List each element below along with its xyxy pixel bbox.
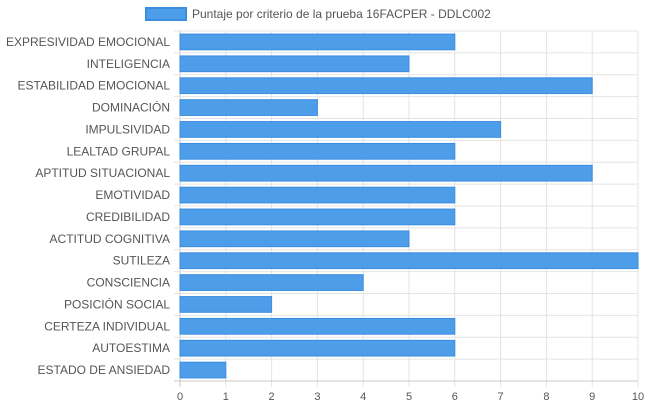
category-label: ESTADO DE ANSIEDAD: [38, 363, 171, 377]
category-labels: EXPRESIVIDAD EMOCIONAL INTELIGENCIA ESTABI…: [6, 35, 170, 377]
bar[interactable]: [179, 230, 410, 248]
x-tick-label: 6: [452, 391, 458, 403]
bar[interactable]: [179, 55, 410, 73]
bar[interactable]: [179, 252, 639, 270]
legend[interactable]: Puntaje por criterio de la prueba 16FACP…: [145, 7, 491, 21]
category-label: CREDIBILIDAD: [86, 210, 170, 224]
bar[interactable]: [179, 33, 456, 51]
x-tick-label: 10: [632, 391, 644, 403]
category-label: INTELIGENCIA: [87, 57, 170, 71]
x-tick-label: 5: [406, 391, 412, 403]
x-tick-label: 3: [314, 391, 320, 403]
bar[interactable]: [179, 317, 456, 335]
category-label: CERTEZA INDIVIDUAL: [44, 319, 170, 333]
bar[interactable]: [179, 186, 456, 204]
x-tick-label: 8: [543, 391, 549, 403]
legend-label: Puntaje por criterio de la prueba 16FACP…: [192, 7, 491, 21]
x-tick-label: 2: [269, 391, 275, 403]
bar[interactable]: [179, 296, 273, 313]
category-label: ESTABILIDAD EMOCIONAL: [18, 79, 171, 93]
bar[interactable]: [179, 361, 227, 379]
bar[interactable]: [179, 121, 502, 138]
bar[interactable]: [179, 77, 593, 95]
category-label: SUTILEZA: [113, 254, 170, 268]
bar[interactable]: [179, 99, 318, 116]
x-tick-label: 4: [360, 391, 366, 403]
chart-bars: [179, 33, 639, 379]
category-label: DOMINACIÓN: [92, 100, 170, 115]
category-label: IMPULSIVIDAD: [85, 122, 170, 136]
category-label: EMOTIVIDAD: [95, 188, 170, 202]
x-tick-label: 1: [223, 391, 229, 403]
x-tick-label: 9: [589, 391, 595, 403]
bar[interactable]: [179, 339, 456, 357]
bar[interactable]: [179, 274, 364, 291]
category-label: CONSCIENCIA: [87, 276, 170, 290]
x-tick-label: 7: [498, 391, 504, 403]
bar[interactable]: [179, 208, 456, 226]
category-label: ACTITUD COGNITIVA: [50, 232, 170, 246]
bar[interactable]: [179, 164, 593, 182]
x-axis-tick-labels: 0 1 2 3 4 5 6 7 8 9 10: [177, 391, 644, 403]
category-label: AUTOESTIMA: [92, 341, 170, 355]
legend-swatch: [145, 7, 187, 21]
category-label: APTITUD SITUACIONAL: [35, 166, 170, 180]
x-tick-label: 0: [177, 391, 183, 403]
category-label: EXPRESIVIDAD EMOCIONAL: [6, 35, 170, 49]
bar[interactable]: [179, 142, 456, 160]
category-label: LEALTAD GRUPAL: [67, 144, 171, 158]
category-label: POSICIÓN SOCIAL: [64, 296, 170, 311]
